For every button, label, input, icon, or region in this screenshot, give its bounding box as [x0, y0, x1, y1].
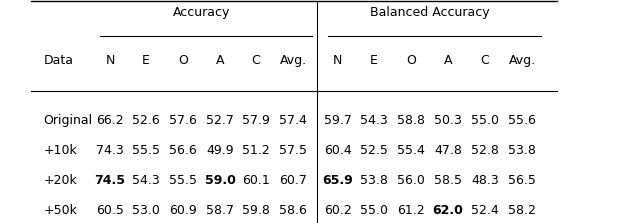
Text: 56.5: 56.5 [508, 174, 536, 187]
Text: 51.2: 51.2 [242, 144, 270, 157]
Text: 55.6: 55.6 [508, 114, 536, 127]
Text: 52.4: 52.4 [471, 204, 499, 217]
Text: 61.2: 61.2 [397, 204, 425, 217]
Text: 59.7: 59.7 [324, 114, 352, 127]
Text: 60.2: 60.2 [324, 204, 352, 217]
Text: 54.3: 54.3 [360, 114, 388, 127]
Text: 60.1: 60.1 [242, 174, 270, 187]
Text: 52.5: 52.5 [360, 144, 388, 157]
Text: 57.4: 57.4 [279, 114, 307, 127]
Text: 58.5: 58.5 [434, 174, 462, 187]
Text: 58.7: 58.7 [206, 204, 234, 217]
Text: C: C [252, 54, 260, 67]
Text: 66.2: 66.2 [96, 114, 124, 127]
Text: Balanced Accuracy: Balanced Accuracy [371, 6, 490, 19]
Text: 58.6: 58.6 [279, 204, 307, 217]
Text: 74.3: 74.3 [96, 144, 124, 157]
Text: N: N [106, 54, 115, 67]
Text: Data: Data [44, 54, 74, 67]
Text: 58.2: 58.2 [508, 204, 536, 217]
Text: 65.9: 65.9 [323, 174, 353, 187]
Text: 50.3: 50.3 [434, 114, 462, 127]
Text: Original: Original [44, 114, 93, 127]
Text: +50k: +50k [44, 204, 77, 217]
Text: 55.4: 55.4 [397, 144, 425, 157]
Text: O: O [406, 54, 416, 67]
Text: 58.8: 58.8 [397, 114, 425, 127]
Text: Accuracy: Accuracy [173, 6, 230, 19]
Text: Avg.: Avg. [280, 54, 307, 67]
Text: 59.8: 59.8 [242, 204, 270, 217]
Text: O: O [178, 54, 188, 67]
Text: 62.0: 62.0 [433, 204, 463, 217]
Text: 53.0: 53.0 [132, 204, 160, 217]
Text: 59.0: 59.0 [205, 174, 236, 187]
Text: 60.9: 60.9 [169, 204, 197, 217]
Text: 56.0: 56.0 [397, 174, 425, 187]
Text: +10k: +10k [44, 144, 77, 157]
Text: 74.5: 74.5 [95, 174, 125, 187]
Text: 53.8: 53.8 [508, 144, 536, 157]
Text: 53.8: 53.8 [360, 174, 388, 187]
Text: 57.9: 57.9 [242, 114, 270, 127]
Text: 55.5: 55.5 [169, 174, 197, 187]
Text: 60.7: 60.7 [279, 174, 307, 187]
Text: 47.8: 47.8 [434, 144, 462, 157]
Text: E: E [142, 54, 150, 67]
Text: 60.5: 60.5 [96, 204, 124, 217]
Text: 54.3: 54.3 [132, 174, 160, 187]
Text: 48.3: 48.3 [471, 174, 499, 187]
Text: A: A [444, 54, 452, 67]
Text: 57.6: 57.6 [169, 114, 197, 127]
Text: 52.7: 52.7 [206, 114, 234, 127]
Text: Avg.: Avg. [509, 54, 536, 67]
Text: 55.5: 55.5 [132, 144, 160, 157]
Text: +20k: +20k [44, 174, 77, 187]
Text: A: A [216, 54, 225, 67]
Text: C: C [481, 54, 490, 67]
Text: 60.4: 60.4 [324, 144, 352, 157]
Text: 49.9: 49.9 [206, 144, 234, 157]
Text: 55.0: 55.0 [360, 204, 388, 217]
Text: 57.5: 57.5 [279, 144, 307, 157]
Text: E: E [370, 54, 378, 67]
Text: 52.6: 52.6 [132, 114, 160, 127]
Text: 55.0: 55.0 [471, 114, 499, 127]
Text: 52.8: 52.8 [471, 144, 499, 157]
Text: 56.6: 56.6 [169, 144, 197, 157]
Text: N: N [333, 54, 342, 67]
